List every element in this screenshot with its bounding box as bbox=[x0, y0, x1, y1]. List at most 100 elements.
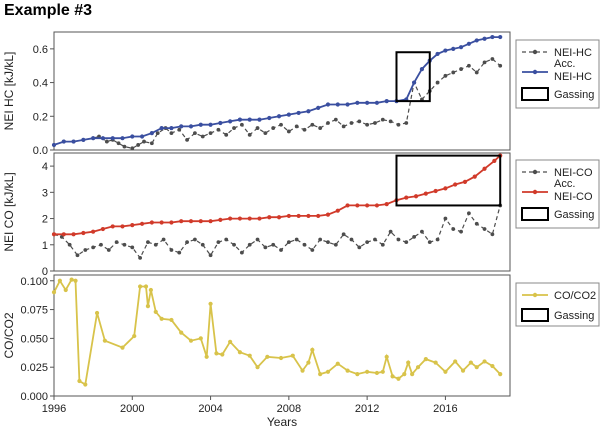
figure-heading: Example #3 bbox=[4, 2, 93, 19]
data-point bbox=[208, 131, 213, 136]
data-point bbox=[380, 369, 385, 374]
data-point bbox=[443, 216, 448, 221]
data-point bbox=[302, 242, 307, 247]
data-point bbox=[114, 240, 119, 245]
data-point bbox=[216, 240, 221, 245]
data-point bbox=[462, 179, 468, 184]
data-point bbox=[239, 122, 244, 127]
series-acc-nei-co bbox=[51, 153, 503, 237]
data-point bbox=[404, 240, 409, 245]
legend-marker-icon bbox=[532, 189, 538, 195]
data-point bbox=[138, 255, 143, 260]
data-point bbox=[374, 203, 380, 208]
data-point bbox=[294, 237, 299, 242]
data-point bbox=[276, 215, 282, 220]
data-point bbox=[345, 102, 350, 107]
data-point bbox=[198, 122, 203, 127]
data-point bbox=[365, 369, 370, 374]
y-axis-label: CO/CO2 bbox=[2, 312, 16, 358]
data-point bbox=[498, 63, 503, 68]
data-point bbox=[435, 51, 440, 57]
y-tick-label: 2 bbox=[42, 214, 48, 226]
y-tick-label: 0.4 bbox=[33, 78, 48, 90]
data-point bbox=[218, 217, 223, 222]
data-point bbox=[498, 34, 503, 40]
data-point bbox=[296, 110, 301, 116]
data-point bbox=[120, 224, 125, 229]
data-point bbox=[142, 139, 146, 144]
x-tick-label: 2000 bbox=[120, 403, 144, 415]
data-point bbox=[247, 117, 252, 122]
data-point bbox=[357, 119, 362, 124]
series-line bbox=[53, 278, 501, 386]
data-point bbox=[138, 284, 143, 289]
legend-gassing-icon bbox=[521, 207, 549, 221]
data-point bbox=[482, 36, 487, 41]
data-point bbox=[169, 220, 174, 225]
data-point bbox=[286, 240, 291, 245]
data-point bbox=[257, 216, 262, 221]
data-point bbox=[326, 121, 330, 125]
data-point bbox=[345, 368, 350, 373]
data-point bbox=[423, 357, 428, 362]
data-point bbox=[200, 134, 205, 139]
data-point bbox=[83, 382, 88, 387]
legend-frame bbox=[515, 159, 600, 229]
data-point bbox=[139, 134, 145, 139]
data-point bbox=[490, 363, 495, 369]
data-point bbox=[286, 213, 291, 219]
series-line bbox=[53, 205, 501, 260]
data-point bbox=[177, 127, 182, 132]
legend-label: Gassing bbox=[554, 310, 594, 322]
data-point bbox=[263, 245, 268, 250]
data-point bbox=[267, 215, 272, 220]
data-point bbox=[318, 237, 323, 242]
data-point bbox=[224, 132, 229, 137]
legend-marker-icon bbox=[532, 169, 538, 175]
data-point bbox=[286, 129, 291, 134]
data-point bbox=[460, 368, 466, 373]
data-point bbox=[380, 117, 385, 122]
data-point bbox=[149, 131, 154, 136]
data-point bbox=[81, 137, 86, 142]
legend-label: NEI-CO bbox=[554, 191, 593, 203]
data-point bbox=[316, 213, 321, 219]
data-point bbox=[365, 240, 370, 245]
data-point bbox=[374, 370, 380, 376]
data-point bbox=[149, 220, 154, 225]
data-point bbox=[325, 212, 331, 217]
data-point bbox=[433, 188, 438, 194]
data-point bbox=[306, 109, 311, 114]
data-point bbox=[388, 229, 393, 234]
data-point bbox=[472, 174, 477, 179]
data-point bbox=[188, 219, 194, 224]
data-point bbox=[433, 360, 438, 365]
data-point bbox=[325, 102, 331, 107]
data-point bbox=[120, 345, 125, 350]
data-point bbox=[396, 122, 401, 127]
data-point bbox=[396, 237, 401, 242]
legend-frame bbox=[515, 39, 600, 109]
y-tick-label: 0.050 bbox=[20, 333, 48, 345]
data-point bbox=[136, 143, 141, 147]
series-line bbox=[53, 58, 501, 149]
data-point bbox=[145, 304, 151, 309]
data-point bbox=[467, 63, 471, 68]
gassing-box bbox=[395, 154, 502, 207]
data-point bbox=[216, 127, 221, 132]
data-point bbox=[474, 38, 479, 43]
data-point bbox=[373, 237, 377, 242]
data-point bbox=[423, 191, 428, 196]
data-point bbox=[333, 242, 338, 247]
data-point bbox=[333, 117, 338, 122]
data-point bbox=[188, 124, 194, 129]
data-point bbox=[255, 126, 260, 130]
data-point bbox=[492, 158, 497, 163]
chart-panel-1: 0.0 0.2 0.4 0.6 NEI HC [kJ/kL] NEI-HCAcc.NEI-… bbox=[2, 31, 600, 157]
y-axis-label: NEI HC [kJ/kL] bbox=[2, 52, 16, 131]
data-point bbox=[169, 131, 174, 136]
data-point bbox=[71, 139, 76, 144]
legend-gassing-icon bbox=[521, 308, 549, 322]
data-point bbox=[130, 134, 135, 139]
legend-label: NEI-HC bbox=[554, 71, 592, 83]
